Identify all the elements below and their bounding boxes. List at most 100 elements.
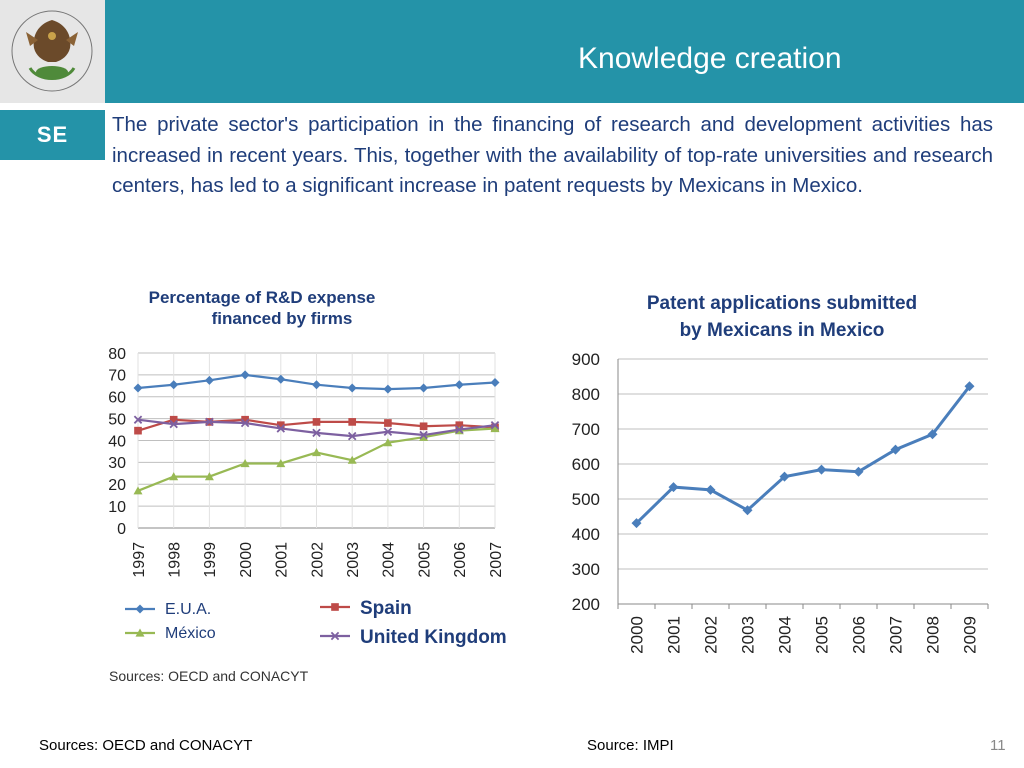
data-point xyxy=(348,418,357,426)
header-bar: Knowledge creation xyxy=(0,0,1024,103)
coat-of-arms-icon xyxy=(11,10,93,92)
x-tick-label: 2001 xyxy=(665,616,684,654)
y-tick-label: 20 xyxy=(108,477,126,494)
logo xyxy=(0,0,105,103)
x-tick-label: 2006 xyxy=(452,542,469,578)
y-tick-label: 70 xyxy=(108,368,126,385)
y-tick-label: 200 xyxy=(572,595,600,614)
x-tick-label: 2005 xyxy=(416,542,433,578)
data-point xyxy=(668,482,679,493)
se-badge: SE xyxy=(0,110,105,160)
data-point xyxy=(490,420,500,430)
data-point xyxy=(133,415,143,424)
data-point xyxy=(276,424,286,433)
data-point xyxy=(419,422,428,431)
data-point xyxy=(347,383,357,393)
series-united-kingdom xyxy=(133,415,500,441)
data-point xyxy=(240,458,250,468)
y-tick-label: 80 xyxy=(108,346,126,363)
data-point xyxy=(169,419,178,429)
data-point xyxy=(135,628,145,637)
y-tick-label: 300 xyxy=(572,560,600,579)
data-point xyxy=(169,472,179,481)
data-point xyxy=(383,427,393,436)
data-point xyxy=(419,383,429,393)
intro-paragraph: The private sector's participation in th… xyxy=(112,113,993,197)
data-point xyxy=(742,505,753,516)
x-tick-label: 2007 xyxy=(887,616,906,654)
data-point xyxy=(169,380,179,390)
data-point xyxy=(204,472,214,481)
y-tick-label: 400 xyxy=(572,525,600,544)
y-tick-label: 700 xyxy=(572,420,600,439)
x-tick-label: 2008 xyxy=(924,616,943,654)
data-point xyxy=(240,418,250,428)
data-point xyxy=(705,484,716,495)
x-tick-label: 2006 xyxy=(850,616,869,654)
x-tick-label: 2004 xyxy=(776,616,795,654)
data-point xyxy=(133,486,143,495)
footer-source-left: Sources: OECD and CONACYT xyxy=(39,737,253,754)
y-tick-label: 500 xyxy=(572,490,600,509)
data-point xyxy=(241,415,249,424)
data-point xyxy=(312,428,321,438)
data-point xyxy=(204,375,214,385)
legend-label: México xyxy=(165,625,216,642)
data-point xyxy=(816,464,827,475)
data-point xyxy=(490,423,500,433)
data-point xyxy=(134,426,142,435)
data-point xyxy=(276,421,285,430)
x-tick-label: 2002 xyxy=(309,542,326,578)
x-tick-label: 2009 xyxy=(961,616,980,654)
patent-chart: Patent applications submitted by Mexican… xyxy=(572,293,989,654)
x-tick-label: 2003 xyxy=(739,616,758,654)
data-point xyxy=(312,448,321,457)
y-tick-label: 0 xyxy=(117,521,126,538)
data-point xyxy=(312,380,321,390)
x-tick-label: 1998 xyxy=(166,542,183,578)
data-point xyxy=(853,466,864,477)
data-point xyxy=(384,419,392,427)
data-point xyxy=(205,417,214,427)
rd-expense-chart: Percentage of R&D expense financed by fi… xyxy=(105,288,507,685)
y-tick-label: 50 xyxy=(108,411,126,428)
legend-label: E.U.A. xyxy=(165,601,211,618)
data-point xyxy=(347,455,357,464)
data-point xyxy=(455,421,464,430)
data-point xyxy=(276,458,286,468)
legend-label: Spain xyxy=(360,598,412,619)
y-tick-label: 60 xyxy=(108,390,126,407)
y-tick-label: 900 xyxy=(572,350,600,369)
series-patents xyxy=(631,381,975,529)
legend-item: E.U.A. xyxy=(125,601,211,618)
data-point xyxy=(454,380,464,390)
data-point xyxy=(927,429,938,440)
page-title: Knowledge creation xyxy=(578,42,842,75)
data-point xyxy=(779,471,790,482)
x-tick-label: 1999 xyxy=(202,542,219,578)
y-tick-label: 800 xyxy=(572,385,600,404)
data-point xyxy=(890,444,901,455)
x-tick-label: 2000 xyxy=(628,616,647,654)
data-point xyxy=(276,374,286,384)
data-point xyxy=(312,418,321,426)
y-tick-label: 40 xyxy=(108,433,126,450)
legend-label: United Kingdom xyxy=(360,627,507,648)
chart-title-line: Patent applications submitted xyxy=(647,293,917,314)
series-line xyxy=(635,385,971,525)
data-point xyxy=(169,415,178,424)
x-tick-label: 2005 xyxy=(813,616,832,654)
chart-source-note: Sources: OECD and CONACYT xyxy=(109,668,309,684)
x-tick-label: 1997 xyxy=(131,542,148,578)
chart-title-line: Percentage of R&D expense xyxy=(149,288,376,307)
x-tick-label: 2004 xyxy=(381,542,398,578)
data-point xyxy=(455,425,464,434)
data-point xyxy=(419,432,429,441)
chart-title-line: by Mexicans in Mexico xyxy=(680,320,885,341)
footer-source-right: Source: IMPI xyxy=(587,737,674,754)
data-point xyxy=(631,518,642,529)
series-m-xico xyxy=(133,423,500,495)
legend-item: México xyxy=(125,625,216,642)
data-point xyxy=(964,381,975,392)
y-tick-label: 600 xyxy=(572,455,600,474)
